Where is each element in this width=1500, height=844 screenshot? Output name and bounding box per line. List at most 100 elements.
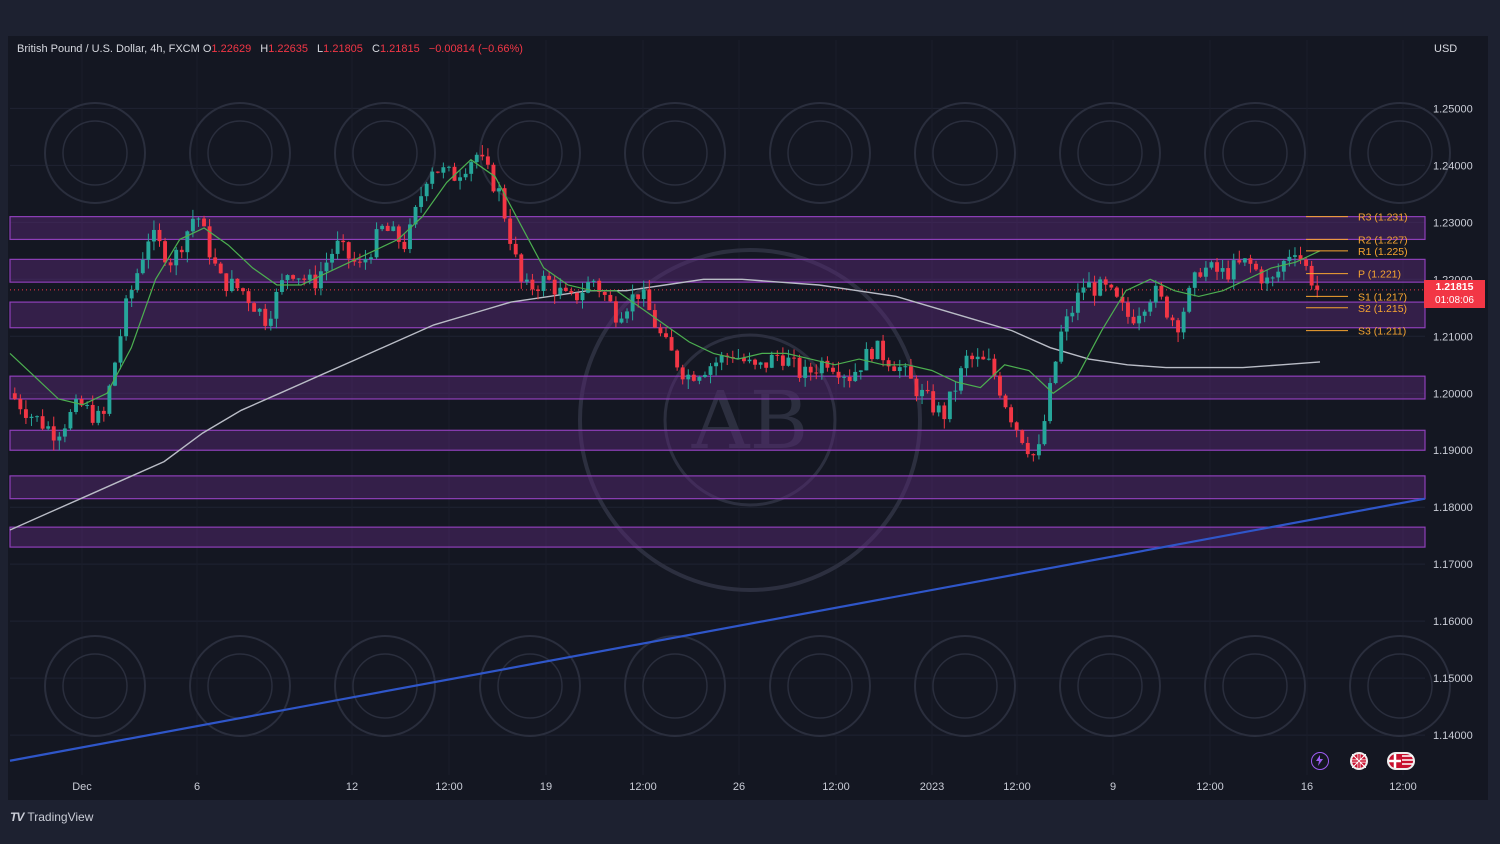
candle-body[interactable]	[285, 275, 290, 281]
candle-body[interactable]	[346, 242, 351, 259]
sr-zone[interactable]	[9, 475, 1426, 500]
candle-body[interactable]	[602, 291, 607, 295]
ma-slow-line[interactable]	[9, 278, 1321, 531]
candle-body[interactable]	[135, 273, 140, 290]
candle-body[interactable]	[480, 154, 485, 157]
candle-body[interactable]	[764, 362, 769, 368]
candle-body[interactable]	[703, 374, 707, 378]
candle-body[interactable]	[146, 241, 151, 260]
candle-body[interactable]	[1031, 454, 1036, 456]
candle-body[interactable]	[708, 366, 713, 375]
candle-body[interactable]	[90, 404, 95, 423]
candle-body[interactable]	[140, 259, 145, 274]
candle-body[interactable]	[1281, 260, 1286, 272]
candle-body[interactable]	[580, 292, 585, 301]
candle-body[interactable]	[1075, 292, 1080, 313]
candle-body[interactable]	[1137, 315, 1142, 324]
candle-body[interactable]	[563, 287, 568, 291]
candle-body[interactable]	[1304, 259, 1309, 266]
candle-body[interactable]	[396, 226, 401, 242]
trendline[interactable]	[9, 497, 1426, 762]
candle-body[interactable]	[519, 254, 524, 282]
candle-body[interactable]	[597, 280, 602, 292]
candle-body[interactable]	[497, 188, 501, 192]
candle-body[interactable]	[875, 340, 880, 360]
uk-us-flags-icon[interactable]	[1387, 752, 1415, 770]
candle-body[interactable]	[658, 327, 663, 334]
candle-body[interactable]	[18, 398, 23, 410]
candle-body[interactable]	[803, 366, 808, 378]
candle-body[interactable]	[536, 289, 540, 291]
pivot-label[interactable]: P (1.221)	[1358, 269, 1401, 281]
candle-body[interactable]	[474, 154, 479, 163]
candle-body[interactable]	[936, 405, 941, 413]
candle-body[interactable]	[324, 262, 329, 272]
candle-body[interactable]	[1220, 268, 1225, 272]
candle-body[interactable]	[1159, 285, 1164, 297]
candle-body[interactable]	[769, 354, 774, 368]
candle-body[interactable]	[446, 166, 451, 168]
candle-body[interactable]	[196, 218, 201, 220]
candle-body[interactable]	[641, 289, 646, 299]
candle-body[interactable]	[741, 357, 746, 362]
sr-zone[interactable]	[9, 429, 1426, 451]
candle-body[interactable]	[163, 241, 168, 263]
candle-body[interactable]	[558, 287, 563, 295]
candle-body[interactable]	[1265, 277, 1270, 284]
candle-body[interactable]	[1148, 302, 1153, 312]
candle-body[interactable]	[1042, 421, 1047, 445]
candle-body[interactable]	[318, 271, 323, 289]
candle-body[interactable]	[1036, 444, 1041, 456]
candle-body[interactable]	[1259, 269, 1264, 284]
candle-body[interactable]	[35, 416, 39, 418]
candle-body[interactable]	[1176, 320, 1181, 333]
candle-body[interactable]	[959, 368, 963, 391]
candle-body[interactable]	[1109, 284, 1114, 288]
candle-body[interactable]	[1059, 331, 1064, 362]
sr-zone[interactable]	[9, 526, 1426, 548]
candle-body[interactable]	[1126, 302, 1130, 317]
sr-zone[interactable]	[9, 301, 1426, 329]
candle-body[interactable]	[291, 275, 296, 279]
candle-body[interactable]	[380, 225, 385, 230]
candle-body[interactable]	[363, 259, 368, 263]
candle-body[interactable]	[669, 337, 674, 351]
tradingview-logo[interactable]: TV TradingView	[10, 810, 93, 824]
sr-zone[interactable]	[9, 216, 1426, 241]
candle-body[interactable]	[552, 279, 557, 295]
candle-body[interactable]	[619, 318, 624, 323]
pivot-label[interactable]: R2 (1.227)	[1358, 234, 1408, 246]
candle-body[interactable]	[953, 390, 958, 392]
candle-body[interactable]	[107, 385, 112, 414]
candle-body[interactable]	[85, 404, 90, 406]
candle-body[interactable]	[719, 355, 724, 363]
candle-body[interactable]	[341, 240, 346, 243]
candle-body[interactable]	[819, 360, 824, 374]
pivot-label[interactable]: S1 (1.217)	[1358, 291, 1407, 303]
candle-body[interactable]	[302, 278, 307, 280]
candle-body[interactable]	[1198, 272, 1203, 277]
candle-body[interactable]	[1170, 317, 1175, 321]
sr-zone[interactable]	[9, 375, 1426, 400]
candle-body[interactable]	[831, 367, 835, 372]
candle-body[interactable]	[914, 378, 919, 397]
candle-body[interactable]	[1025, 442, 1030, 455]
candle-body[interactable]	[257, 308, 262, 312]
candle-body[interactable]	[469, 162, 474, 174]
candle-body[interactable]	[886, 360, 891, 367]
candle-body[interactable]	[1237, 260, 1242, 263]
candle-body[interactable]	[1215, 262, 1219, 272]
candle-body[interactable]	[62, 428, 67, 437]
candle-body[interactable]	[374, 229, 379, 258]
candle-body[interactable]	[268, 318, 273, 326]
candle-body[interactable]	[1309, 265, 1314, 286]
candle-body[interactable]	[1209, 262, 1214, 268]
candle-body[interactable]	[998, 375, 1002, 396]
candle-body[interactable]	[1187, 287, 1192, 312]
candle-body[interactable]	[74, 398, 78, 413]
candle-body[interactable]	[792, 357, 796, 359]
candle-body[interactable]	[647, 289, 652, 311]
candle-body[interactable]	[586, 281, 591, 293]
candle-body[interactable]	[675, 350, 680, 368]
